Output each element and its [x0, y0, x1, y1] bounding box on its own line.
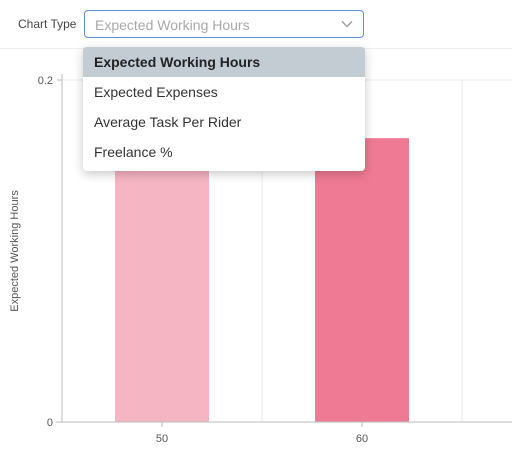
y-axis-label: Expected Working Hours — [9, 190, 21, 312]
x-tick-label: 50 — [156, 433, 168, 445]
chart-type-label: Chart Type — [18, 17, 77, 31]
chart-type-select[interactable]: Expected Working Hours — [84, 10, 364, 38]
bar-chart: 0 0.2 50 60 Expected Working Hours — [9, 74, 512, 445]
chart-type-dropdown-menu: Expected Working Hours Expected Expenses A… — [83, 47, 365, 171]
dropdown-option[interactable]: Expected Expenses — [94, 84, 218, 100]
chart-type-select-value: Expected Working Hours — [95, 17, 250, 33]
chevron-down-icon — [341, 21, 353, 28]
y-tick-label: 0.2 — [38, 75, 53, 87]
dropdown-option[interactable]: Expected Working Hours — [83, 47, 365, 77]
bar — [315, 138, 409, 422]
y-tick-label: 0 — [47, 417, 53, 429]
x-tick-label: 60 — [356, 433, 368, 445]
dropdown-option[interactable]: Freelance % — [94, 144, 173, 160]
bar — [115, 165, 209, 422]
toolbar: Chart Type Expected Working Hours — [0, 0, 512, 49]
dropdown-option[interactable]: Average Task Per Rider — [94, 114, 242, 130]
